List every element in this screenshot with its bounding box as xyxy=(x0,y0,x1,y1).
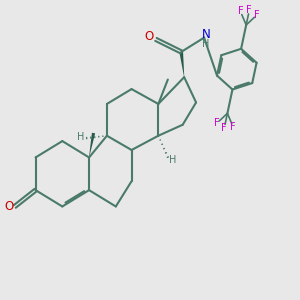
Text: H: H xyxy=(77,132,84,142)
Text: H: H xyxy=(169,155,177,165)
Text: F: F xyxy=(221,123,227,133)
Text: N: N xyxy=(202,28,210,41)
Text: H: H xyxy=(202,39,210,49)
Polygon shape xyxy=(179,52,184,77)
Text: F: F xyxy=(247,5,252,15)
Text: F: F xyxy=(238,6,243,16)
Polygon shape xyxy=(89,133,95,158)
Text: F: F xyxy=(230,122,236,132)
Text: O: O xyxy=(5,200,14,213)
Text: O: O xyxy=(145,30,154,43)
Text: F: F xyxy=(254,10,260,20)
Text: F: F xyxy=(214,118,219,128)
